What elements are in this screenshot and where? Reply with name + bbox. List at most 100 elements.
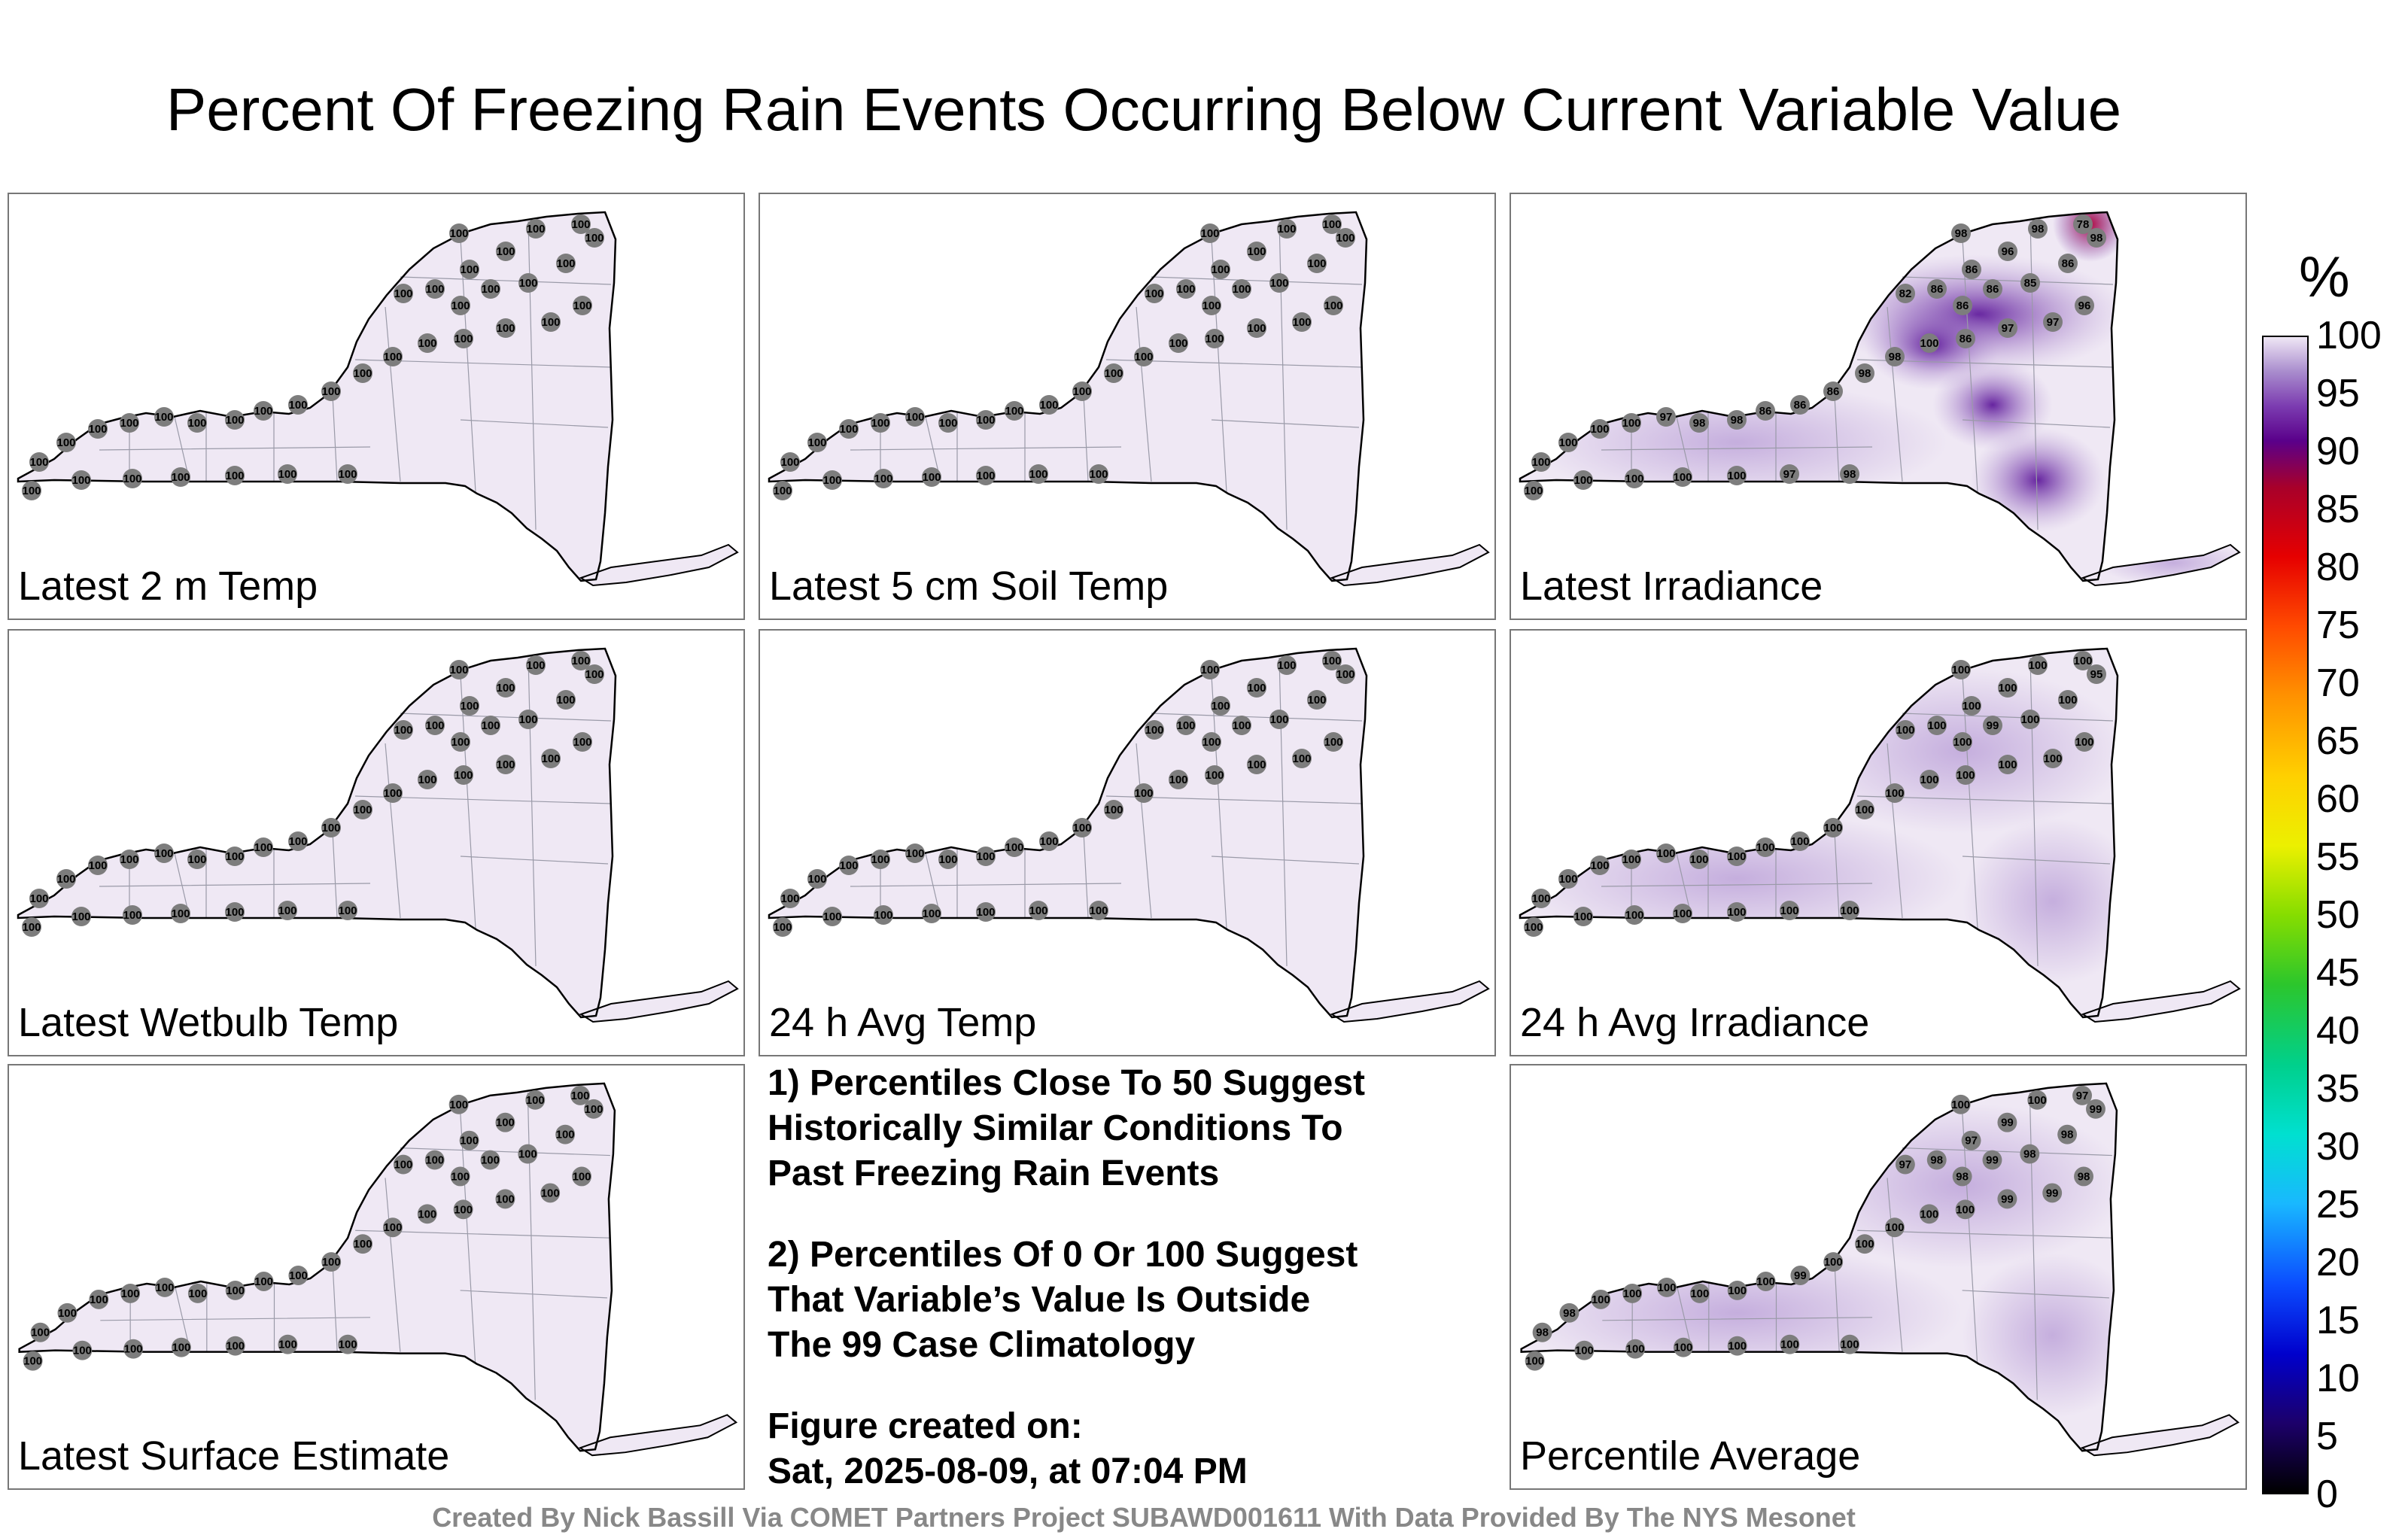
panel-label: Percentile Average	[1520, 1433, 1861, 1479]
station-marker	[1840, 464, 1859, 484]
map-panel-soil-temp: 100 100 100 100 100 100 100 100 100 100 100 100 100 1…	[759, 193, 1496, 620]
station-value: 100	[976, 470, 995, 482]
note-2-line-2: That Variable’s Value Is Outside	[768, 1280, 1311, 1320]
station-value: 100	[1202, 299, 1221, 312]
station-value: 100	[187, 853, 206, 866]
station-marker	[874, 469, 893, 488]
station-value: 97	[1783, 468, 1796, 481]
station-marker	[154, 843, 174, 863]
colorbar	[2262, 336, 2309, 1494]
station-value: 100	[1690, 1287, 1709, 1300]
map-panel-surface: 100 100 100 100 100 100 100 100 100 100 100 100 100 1…	[8, 1064, 745, 1490]
station-value: 98	[1956, 1170, 1969, 1183]
station-marker	[822, 470, 842, 490]
state-fill	[769, 649, 1367, 1017]
station-marker	[481, 716, 500, 735]
station-value: 100	[22, 921, 41, 934]
station-marker	[556, 254, 576, 273]
long-island-outline	[2080, 1414, 2240, 1457]
station-value: 100	[1841, 1339, 1859, 1351]
station-marker	[573, 296, 592, 315]
station-marker	[1531, 889, 1551, 908]
station-marker	[1884, 1217, 1905, 1238]
station-marker	[976, 847, 996, 866]
station-marker	[29, 452, 49, 472]
station-value: 100	[22, 485, 41, 497]
station-marker	[171, 904, 190, 923]
station-value: 100	[353, 804, 372, 816]
station-marker	[1089, 901, 1108, 920]
note-1: 1) Percentiles Close To 50 Suggest Histo…	[768, 1061, 1475, 1196]
long-island-fill	[2083, 981, 2239, 1022]
station-marker	[425, 279, 445, 299]
station-marker	[1780, 464, 1799, 484]
station-marker	[451, 296, 470, 315]
station-value: 100	[1292, 752, 1311, 765]
station-marker	[29, 889, 49, 908]
colorbar-tick: 10	[2316, 1357, 2360, 1400]
station-marker	[525, 1090, 546, 1110]
station-marker	[496, 242, 515, 261]
station-marker	[1104, 800, 1123, 819]
station-value: 100	[226, 1284, 245, 1297]
station-value: 100	[353, 367, 372, 380]
station-value: 100	[1211, 700, 1230, 713]
station-value: 100	[1592, 1293, 1610, 1306]
station-value: 100	[1322, 655, 1341, 667]
station-value: 100	[905, 847, 924, 860]
station-marker	[938, 850, 958, 869]
station-value: 95	[2090, 668, 2103, 681]
station-value: 100	[1322, 218, 1341, 231]
colorbar-tick: 35	[2316, 1067, 2360, 1111]
station-marker	[450, 1166, 470, 1187]
station-marker	[449, 660, 469, 679]
long-island-outline	[578, 1414, 738, 1457]
station-marker	[254, 837, 273, 857]
state-fill	[769, 212, 1367, 581]
station-value: 100	[481, 283, 500, 296]
station-value: 100	[171, 907, 190, 920]
colorbar-tick: 95	[2316, 372, 2360, 415]
station-marker	[1885, 783, 1905, 803]
station-marker	[1145, 284, 1164, 303]
station-value: 98	[1536, 1327, 1549, 1339]
station-marker	[225, 466, 245, 485]
station-marker	[2020, 273, 2040, 293]
station-value: 98	[1930, 1154, 1943, 1167]
station-marker	[1920, 770, 1939, 789]
station-marker	[1269, 273, 1289, 293]
station-value: 100	[2028, 659, 2047, 672]
station-value: 98	[2090, 232, 2103, 245]
station-value: 100	[526, 1094, 545, 1107]
station-value: 98	[1889, 351, 1902, 363]
station-value: 97	[1899, 1159, 1912, 1172]
colorbar-tick: 5	[2316, 1415, 2338, 1458]
station-value: 100	[1998, 682, 2017, 695]
station-value: 98	[2023, 1148, 2036, 1161]
figure-title: Percent Of Freezing Rain Events Occurrin…	[166, 76, 2122, 143]
station-marker	[1590, 856, 1610, 875]
station-value: 100	[922, 471, 941, 484]
station-value: 97	[2002, 322, 2014, 335]
station-value: 100	[976, 414, 995, 427]
station-value: 100	[226, 1340, 245, 1353]
colorbar-tick: 50	[2316, 893, 2360, 937]
station-marker	[1919, 1204, 1939, 1224]
station-value: 100	[278, 1339, 297, 1351]
station-marker	[353, 800, 372, 819]
station-value: 100	[807, 873, 826, 886]
station-marker	[1622, 413, 1641, 433]
station-marker	[56, 433, 76, 452]
station-marker	[394, 284, 413, 303]
panel-label: Latest 2 m Temp	[18, 564, 318, 609]
station-value: 100	[839, 859, 858, 872]
station-marker	[1727, 466, 1747, 485]
station-marker	[1953, 732, 1972, 752]
station-value: 100	[1134, 787, 1153, 800]
station-value: 100	[1104, 804, 1123, 816]
station-marker	[1998, 678, 2017, 698]
station-value: 99	[2001, 1193, 2014, 1205]
station-value: 100	[288, 399, 307, 412]
